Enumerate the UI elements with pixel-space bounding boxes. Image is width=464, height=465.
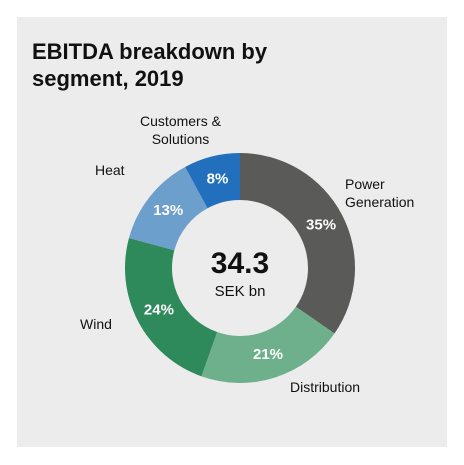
- category-label: Customers & Solutions: [140, 113, 221, 147]
- category-label: Heat: [95, 162, 125, 178]
- center-value: 34.3: [211, 247, 269, 280]
- donut-segment: [201, 306, 335, 383]
- value-label: 35%: [306, 217, 336, 234]
- chart-title: EBITDA breakdown by segment, 2019: [32, 39, 268, 91]
- category-label: Wind: [80, 316, 112, 332]
- value-label: 21%: [253, 346, 283, 363]
- value-label: 13%: [153, 202, 183, 219]
- value-label: 24%: [144, 301, 174, 318]
- center-label: SEK bn: [215, 283, 266, 300]
- donut-segment: [128, 166, 208, 251]
- donut-segment: [240, 153, 355, 334]
- value-label: 8%: [207, 170, 229, 187]
- donut-segment: [124, 237, 218, 377]
- category-label: Power Generation: [345, 176, 415, 210]
- donut-segment: [185, 153, 240, 209]
- category-label: Distribution: [290, 379, 361, 395]
